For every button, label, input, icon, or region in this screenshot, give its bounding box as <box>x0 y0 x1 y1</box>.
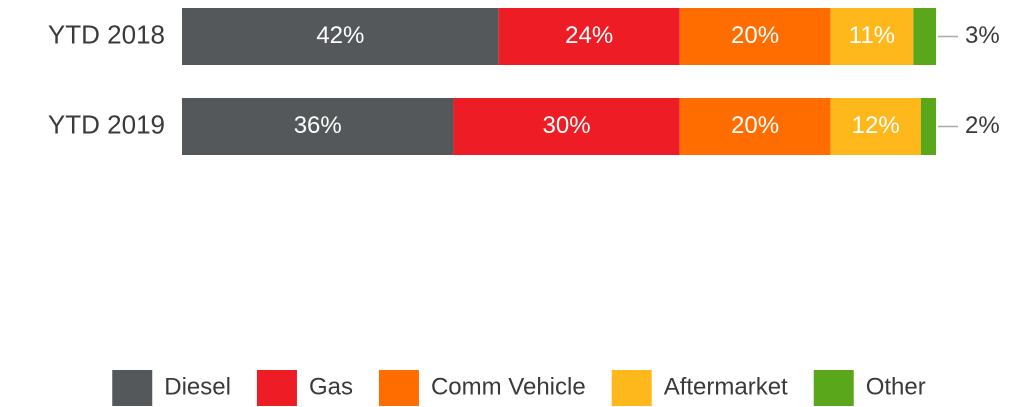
legend-swatch <box>813 370 854 406</box>
legend-label: Gas <box>309 373 353 400</box>
legend-swatch <box>112 370 153 406</box>
bar-segment <box>182 8 499 65</box>
bar-segment <box>182 98 454 155</box>
legend-swatch <box>378 370 419 406</box>
value-label: 2% <box>965 112 1000 139</box>
bar-segment <box>453 98 680 155</box>
bar-segment <box>498 8 680 65</box>
bar-segment <box>830 8 914 65</box>
category-label: YTD 2019 <box>48 109 165 139</box>
bar-segment <box>830 98 921 155</box>
value-label: 42% <box>316 22 364 49</box>
legend-swatch <box>256 370 297 406</box>
value-label: 12% <box>852 112 900 139</box>
value-label: 11% <box>849 22 895 49</box>
value-label: 20% <box>731 22 779 49</box>
bar-segment <box>679 8 831 65</box>
legend-label: Other <box>866 373 926 400</box>
legend-swatch <box>611 370 652 406</box>
bar-segment <box>913 8 936 65</box>
value-label: 36% <box>294 112 342 139</box>
bar-segment <box>920 98 936 155</box>
value-label: 3% <box>965 22 1000 49</box>
bar-segment <box>679 98 831 155</box>
category-label: YTD 2018 <box>48 19 165 49</box>
value-label: 30% <box>543 112 591 139</box>
legend-label: Aftermarket <box>664 373 788 400</box>
value-label: 24% <box>565 22 613 49</box>
legend-label: Comm Vehicle <box>431 373 586 400</box>
value-label: 20% <box>731 112 779 139</box>
legend-label: Diesel <box>164 373 231 400</box>
